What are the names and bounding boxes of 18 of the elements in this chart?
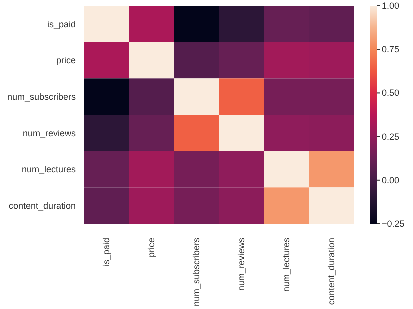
x-tick-label: content_duration: [326, 238, 336, 306]
color-bar-label: −0.25: [382, 219, 405, 229]
color-bar-label: 0.00: [382, 175, 400, 186]
y-tick-label: price: [56, 56, 76, 66]
y-tick-label: is_paid: [47, 19, 76, 30]
x-tick-label: num_lectures: [282, 238, 292, 292]
color-bar-label: 1.00: [382, 1, 400, 11]
x-tick-label: num_reviews: [236, 238, 246, 292]
y-tick-label: num_reviews: [22, 128, 76, 138]
x-tick-label: price: [146, 238, 156, 258]
x-tick-label: num_subscribers: [192, 238, 202, 307]
x-tick-label: is_paid: [102, 238, 112, 267]
color-bar-label: 0.25: [382, 132, 400, 142]
color-bar-label: 0.50: [382, 88, 400, 98]
y-tick-label: content_duration: [8, 201, 76, 212]
y-tick-label: num_subscribers: [7, 92, 76, 102]
color-bar-label: 0.75: [382, 44, 400, 55]
y-tick-label: num_lectures: [22, 164, 76, 175]
